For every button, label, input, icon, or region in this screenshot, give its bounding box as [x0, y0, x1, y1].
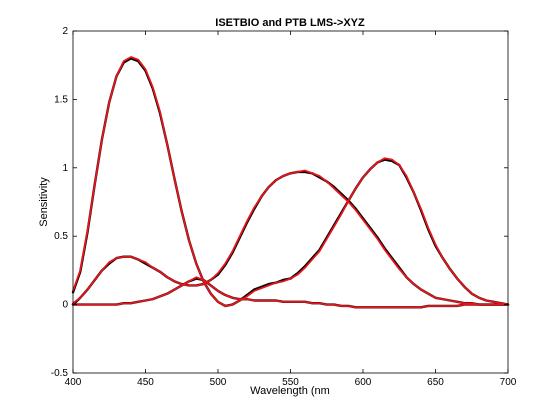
- x-axis-label: Wavelength (nm: [250, 385, 330, 397]
- x-tick-label: 500: [210, 377, 227, 388]
- x-tick-label: 700: [500, 377, 517, 388]
- x-tick-label: 650: [427, 377, 444, 388]
- series-2-curve-2: [72, 169, 509, 306]
- x-tick-label: 400: [65, 377, 82, 388]
- x-tick-label: 600: [355, 377, 372, 388]
- chart-title: ISETBIO and PTB LMS->XYZ: [215, 17, 365, 29]
- series-2-curve-1: [72, 56, 509, 307]
- y-tick-label: 0: [62, 300, 68, 311]
- y-tick-label: -0.5: [51, 368, 69, 379]
- series-2-curve-3: [72, 276, 509, 309]
- series-layer: [71, 56, 510, 309]
- tick-layer: 400 450 500 550 600 650 700 -0.5 0 0.5 1 1.5 2: [51, 26, 517, 388]
- y-tick-label: 1: [62, 163, 68, 174]
- plot-area: [73, 31, 508, 373]
- x-tick-label: 450: [137, 377, 154, 388]
- y-tick-label: 1.5: [54, 94, 68, 105]
- y-tick-label: 0.5: [54, 231, 68, 242]
- y-tick-label: 2: [62, 26, 68, 37]
- x-tick-label: 550: [282, 377, 299, 388]
- y-axis-label: Sensitivity: [38, 177, 50, 227]
